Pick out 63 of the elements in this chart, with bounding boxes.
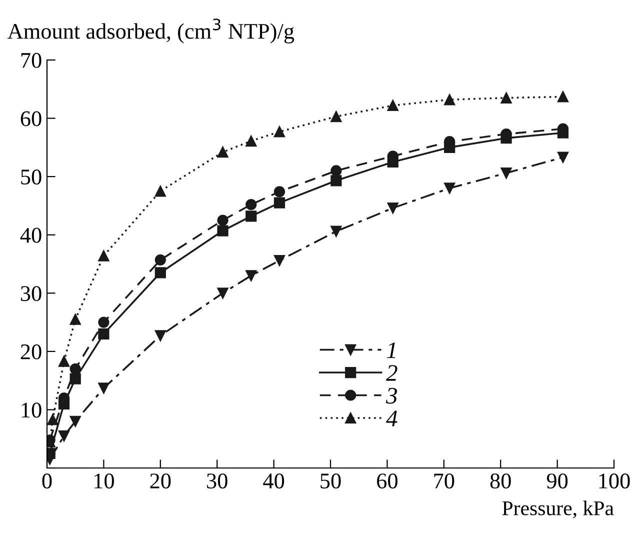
x-tick-label: 90	[546, 474, 568, 488]
y-tick-label: 10	[22, 402, 42, 418]
x-tick-label: 100	[599, 474, 630, 488]
y-tick-label: 60	[20, 111, 42, 126]
point	[274, 186, 286, 198]
point	[154, 254, 166, 266]
point	[58, 430, 70, 442]
point	[70, 373, 81, 384]
point	[387, 202, 398, 214]
y-axis-title: Amount adsorbed, (cm$^{3}$ NTP)/g	[8, 18, 294, 44]
point	[98, 382, 110, 394]
y-tick-label: 70	[21, 52, 42, 68]
x-tick-label: 70	[434, 474, 454, 488]
point	[58, 356, 70, 367]
point	[154, 186, 166, 197]
point	[47, 414, 58, 426]
point	[217, 146, 228, 158]
point	[330, 226, 342, 237]
point	[217, 225, 228, 236]
point	[246, 198, 257, 210]
y-tick-label: 50	[21, 170, 42, 184]
point	[246, 135, 257, 147]
y-tick-label: 20	[20, 344, 42, 360]
x-tick-label: 80	[490, 474, 511, 488]
legend-label: 2	[386, 365, 398, 381]
point	[246, 210, 257, 222]
point	[98, 316, 110, 328]
point	[500, 92, 512, 104]
point	[246, 270, 257, 282]
point	[70, 416, 81, 427]
point	[274, 126, 286, 138]
point	[330, 110, 342, 122]
point	[70, 314, 81, 325]
point	[217, 288, 228, 299]
point	[154, 267, 166, 278]
legend-label: 4	[386, 410, 398, 426]
x-tick-label: 10	[94, 474, 114, 488]
x-tick-label: 0	[42, 474, 52, 488]
x-tick-label: 20	[150, 474, 171, 488]
legend-label: 1	[386, 342, 396, 358]
point	[217, 214, 228, 226]
y-tick-label: 40	[20, 228, 42, 243]
x-tick-label: 60	[377, 474, 398, 488]
point	[444, 182, 456, 194]
point	[98, 328, 110, 340]
point	[274, 254, 286, 266]
y-tick-label: 30	[20, 286, 42, 302]
point	[70, 363, 81, 374]
legend-label: 3	[386, 388, 397, 404]
point	[387, 100, 398, 112]
point	[330, 175, 342, 186]
point	[500, 168, 512, 179]
x-axis-title: Pressure, kPa	[502, 500, 614, 518]
point	[557, 152, 569, 163]
point	[557, 91, 569, 102]
x-tick-label: 30	[207, 474, 228, 488]
point	[330, 165, 342, 176]
x-tick-label: 50	[320, 474, 341, 488]
point	[98, 250, 110, 262]
point	[444, 94, 456, 106]
point	[154, 330, 166, 342]
x-tick-label: 40	[263, 474, 284, 488]
point	[274, 197, 286, 208]
